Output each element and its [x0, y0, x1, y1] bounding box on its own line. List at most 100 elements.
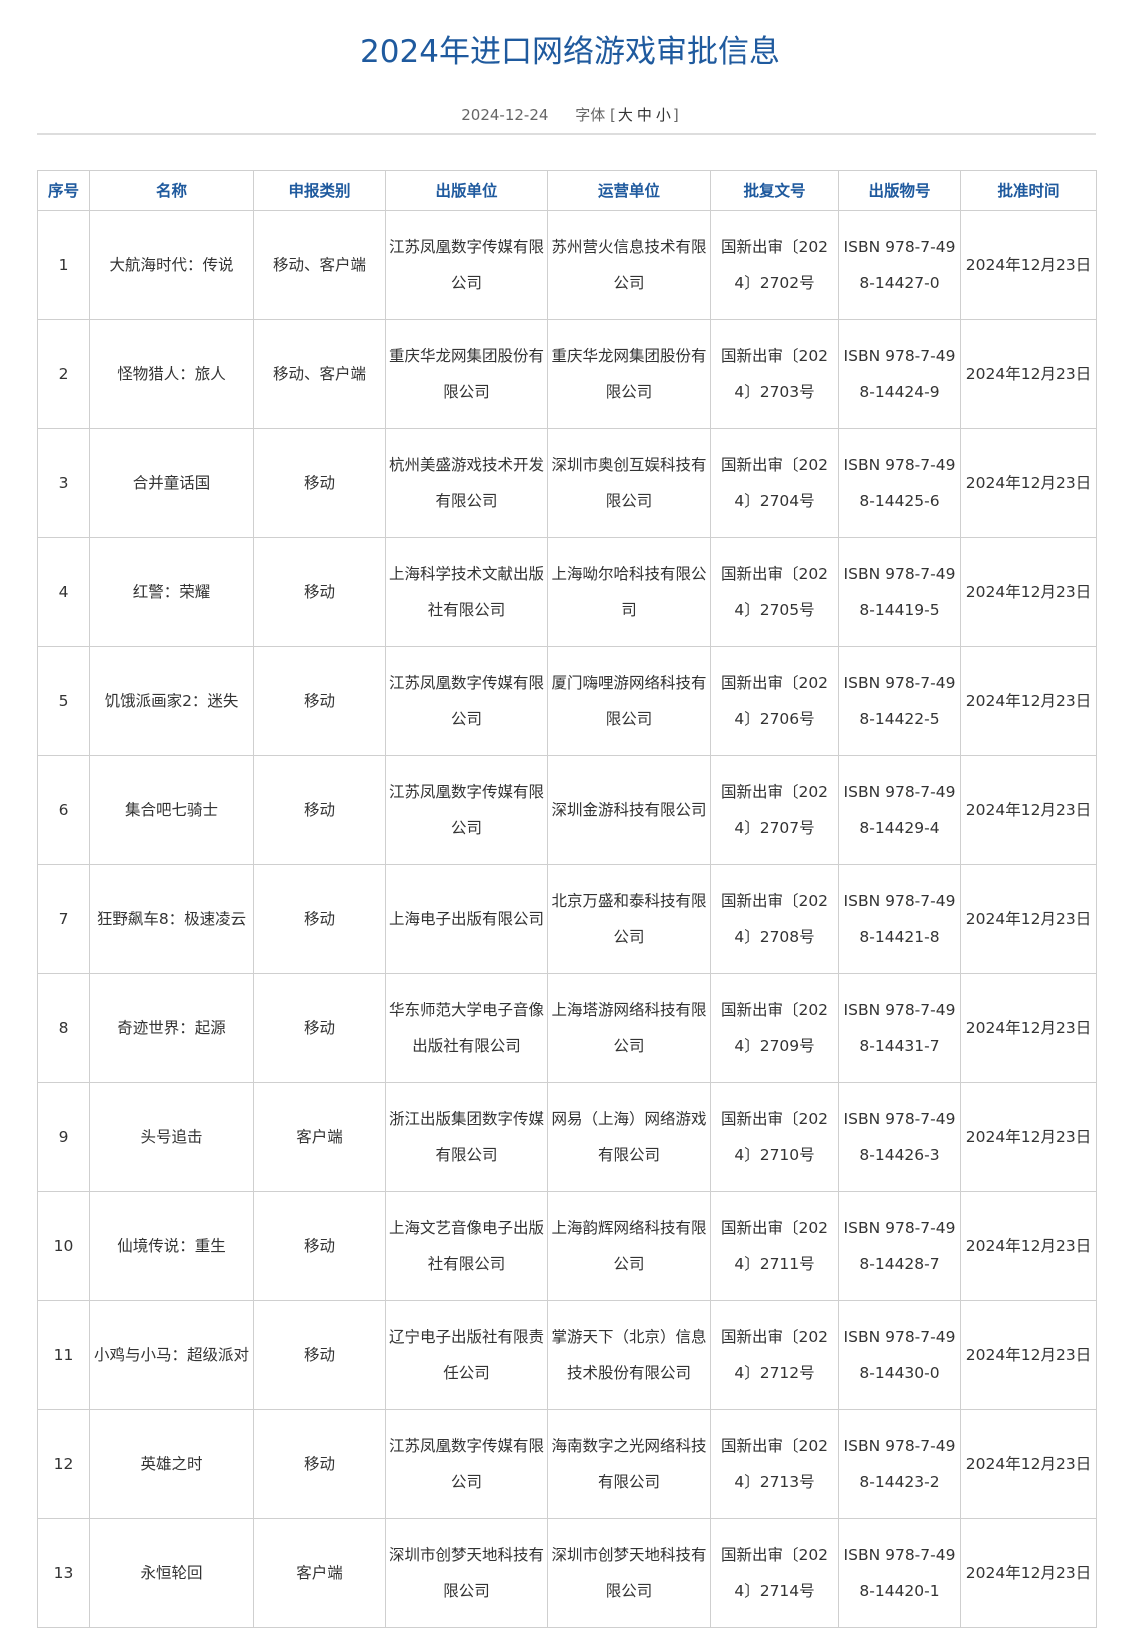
cell-name: 小鸡与小马：超级派对 [89, 1300, 254, 1410]
cell-operator: 深圳市创梦天地科技有限公司 [547, 1518, 711, 1628]
cell-approval-number: 国新出审〔2024〕2707号 [710, 755, 839, 865]
cell-category: 移动、客户端 [253, 319, 386, 429]
cell-approval-date: 2024年12月23日 [960, 1300, 1097, 1410]
font-size-small-link[interactable]: 小 [655, 106, 671, 124]
table-row: 3 合并童话国 移动 杭州美盛游戏技术开发有限公司 深圳市奥创互娱科技有限公司 国新出审〔… [37, 428, 1097, 538]
cell-operator: 北京万盛和泰科技有限公司 [547, 864, 711, 974]
cell-operator: 深圳金游科技有限公司 [547, 755, 711, 865]
cell-isbn: ISBN 978-7-498-14429-4 [838, 755, 961, 865]
cell-publisher: 江苏凤凰数字传媒有限公司 [385, 755, 548, 865]
cell-category: 移动 [253, 646, 386, 756]
cell-approval-date: 2024年12月23日 [960, 1518, 1097, 1628]
cell-publisher: 杭州美盛游戏技术开发有限公司 [385, 428, 548, 538]
cell-name: 英雄之时 [89, 1409, 254, 1519]
column-header-isbn: 出版物号 [838, 170, 961, 211]
cell-isbn: ISBN 978-7-498-14425-6 [838, 428, 961, 538]
cell-isbn: ISBN 978-7-498-14419-5 [838, 537, 961, 647]
font-size-medium-link[interactable]: 中 [636, 106, 652, 124]
cell-index: 1 [37, 210, 90, 320]
cell-publisher: 深圳市创梦天地科技有限公司 [385, 1518, 548, 1628]
cell-category: 客户端 [253, 1518, 386, 1628]
column-header-approval-date: 批准时间 [960, 170, 1097, 211]
table-row: 12 英雄之时 移动 江苏凤凰数字传媒有限公司 海南数字之光网络科技有限公司 国新出审〔2… [37, 1409, 1097, 1519]
font-size-selector: 字体 [大中小] [575, 106, 679, 124]
cell-category: 客户端 [253, 1082, 386, 1192]
cell-isbn: ISBN 978-7-498-14423-2 [838, 1409, 961, 1519]
cell-name: 红警：荣耀 [89, 537, 254, 647]
cell-operator: 厦门嗨哩游网络科技有限公司 [547, 646, 711, 756]
divider [37, 133, 1096, 135]
cell-index: 7 [37, 864, 90, 974]
cell-publisher: 浙江出版集团数字传媒有限公司 [385, 1082, 548, 1192]
cell-approval-number: 国新出审〔2024〕2713号 [710, 1409, 839, 1519]
cell-approval-date: 2024年12月23日 [960, 1191, 1097, 1301]
cell-operator: 网易（上海）网络游戏有限公司 [547, 1082, 711, 1192]
cell-operator: 海南数字之光网络科技有限公司 [547, 1409, 711, 1519]
publish-date: 2024-12-24 [461, 106, 549, 124]
table-row: 8 奇迹世界：起源 移动 华东师范大学电子音像出版社有限公司 上海塔游网络科技有限公司国… [37, 973, 1097, 1083]
table-row: 9 头号追击 客户端 浙江出版集团数字传媒有限公司 网易（上海）网络游戏有限公司 国新出审… [37, 1082, 1097, 1192]
cell-approval-number: 国新出审〔2024〕2704号 [710, 428, 839, 538]
cell-operator: 掌游天下（北京）信息技术股份有限公司 [547, 1300, 711, 1410]
cell-publisher: 重庆华龙网集团股份有限公司 [385, 319, 548, 429]
cell-approval-date: 2024年12月23日 [960, 973, 1097, 1083]
page-title: 2024年进口网络游戏审批信息 [360, 34, 780, 70]
cell-name: 大航海时代：传说 [89, 210, 254, 320]
cell-category: 移动 [253, 864, 386, 974]
cell-approval-date: 2024年12月23日 [960, 210, 1097, 320]
cell-name: 饥饿派画家2：迷失 [89, 646, 254, 756]
cell-name: 怪物猎人：旅人 [89, 319, 254, 429]
bracket-open: [ [610, 106, 616, 124]
cell-category: 移动 [253, 1191, 386, 1301]
cell-name: 仙境传说：重生 [89, 1191, 254, 1301]
cell-operator: 上海呦尔哈科技有限公司 [547, 537, 711, 647]
column-header-approval-number: 批复文号 [710, 170, 839, 211]
column-header-name: 名称 [89, 170, 254, 211]
cell-index: 13 [37, 1518, 90, 1628]
table-row: 7 狂野飙车8：极速凌云 移动 上海电子出版有限公司 北京万盛和泰科技有限公司 国新出审〔… [37, 864, 1097, 974]
approval-table: 序号 名称 申报类别 出版单位 运营单位 批复文号 出版物号 批准时间 1 大航海时代：传说 移动… [37, 170, 1097, 1628]
column-header-index: 序号 [37, 170, 90, 211]
cell-index: 11 [37, 1300, 90, 1410]
cell-approval-number: 国新出审〔2024〕2710号 [710, 1082, 839, 1192]
cell-approval-date: 2024年12月23日 [960, 646, 1097, 756]
cell-index: 2 [37, 319, 90, 429]
cell-index: 3 [37, 428, 90, 538]
cell-category: 移动 [253, 755, 386, 865]
cell-category: 移动 [253, 1300, 386, 1410]
table-header-row: 序号 名称 申报类别 出版单位 运营单位 批复文号 出版物号 批准时间 [37, 170, 1097, 211]
bracket-close: ] [672, 106, 679, 124]
cell-index: 10 [37, 1191, 90, 1301]
table-row: 1 大航海时代：传说 移动、客户端 江苏凤凰数字传媒有限公司 苏州营火信息技术有限公司国… [37, 210, 1097, 320]
font-size-large-link[interactable]: 大 [617, 106, 633, 124]
cell-index: 5 [37, 646, 90, 756]
cell-operator: 苏州营火信息技术有限公司 [547, 210, 711, 320]
cell-name: 头号追击 [89, 1082, 254, 1192]
table-row: 2 怪物猎人：旅人 移动、客户端 重庆华龙网集团股份有限公司 重庆华龙网集团股份有限公司… [37, 319, 1097, 429]
cell-name: 合并童话国 [89, 428, 254, 538]
table-row: 10 仙境传说：重生 移动 上海文艺音像电子出版社有限公司 上海韵辉网络科技有限公司 国新… [37, 1191, 1097, 1301]
cell-isbn: ISBN 978-7-498-14420-1 [838, 1518, 961, 1628]
cell-approval-date: 2024年12月23日 [960, 319, 1097, 429]
cell-publisher: 江苏凤凰数字传媒有限公司 [385, 646, 548, 756]
cell-category: 移动 [253, 1409, 386, 1519]
cell-approval-date: 2024年12月23日 [960, 428, 1097, 538]
cell-approval-number: 国新出审〔2024〕2708号 [710, 864, 839, 974]
cell-isbn: ISBN 978-7-498-14426-3 [838, 1082, 961, 1192]
cell-operator: 上海韵辉网络科技有限公司 [547, 1191, 711, 1301]
cell-approval-date: 2024年12月23日 [960, 864, 1097, 974]
cell-publisher: 上海科学技术文献出版社有限公司 [385, 537, 548, 647]
cell-publisher: 上海文艺音像电子出版社有限公司 [385, 1191, 548, 1301]
cell-category: 移动 [253, 973, 386, 1083]
cell-name: 奇迹世界：起源 [89, 973, 254, 1083]
table-row: 11 小鸡与小马：超级派对 移动 辽宁电子出版社有限责任公司 掌游天下（北京）信息技术股… [37, 1300, 1097, 1410]
table-row: 13 永恒轮回 客户端 深圳市创梦天地科技有限公司 深圳市创梦天地科技有限公司 国新出审〔… [37, 1518, 1097, 1628]
cell-publisher: 江苏凤凰数字传媒有限公司 [385, 210, 548, 320]
font-size-label: 字体 [575, 106, 606, 124]
cell-approval-date: 2024年12月23日 [960, 1409, 1097, 1519]
cell-index: 6 [37, 755, 90, 865]
cell-index: 9 [37, 1082, 90, 1192]
cell-approval-number: 国新出审〔2024〕2712号 [710, 1300, 839, 1410]
cell-operator: 重庆华龙网集团股份有限公司 [547, 319, 711, 429]
cell-name: 永恒轮回 [89, 1518, 254, 1628]
